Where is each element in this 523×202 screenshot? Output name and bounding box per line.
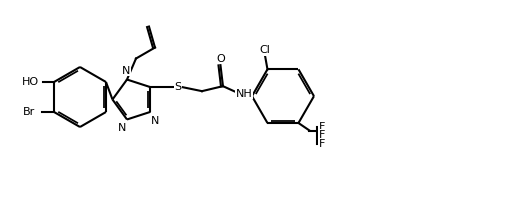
Text: N: N xyxy=(151,116,159,126)
Text: NH: NH xyxy=(235,89,252,99)
Text: HO: HO xyxy=(21,77,39,87)
Text: O: O xyxy=(216,54,225,64)
Text: N: N xyxy=(118,123,127,134)
Text: Cl: Cl xyxy=(259,45,270,55)
Text: F: F xyxy=(319,139,325,148)
Text: Br: Br xyxy=(23,107,36,117)
Text: N: N xyxy=(122,65,130,76)
Text: F: F xyxy=(319,130,325,140)
Text: F: F xyxy=(319,122,325,132)
Text: S: S xyxy=(174,82,181,92)
